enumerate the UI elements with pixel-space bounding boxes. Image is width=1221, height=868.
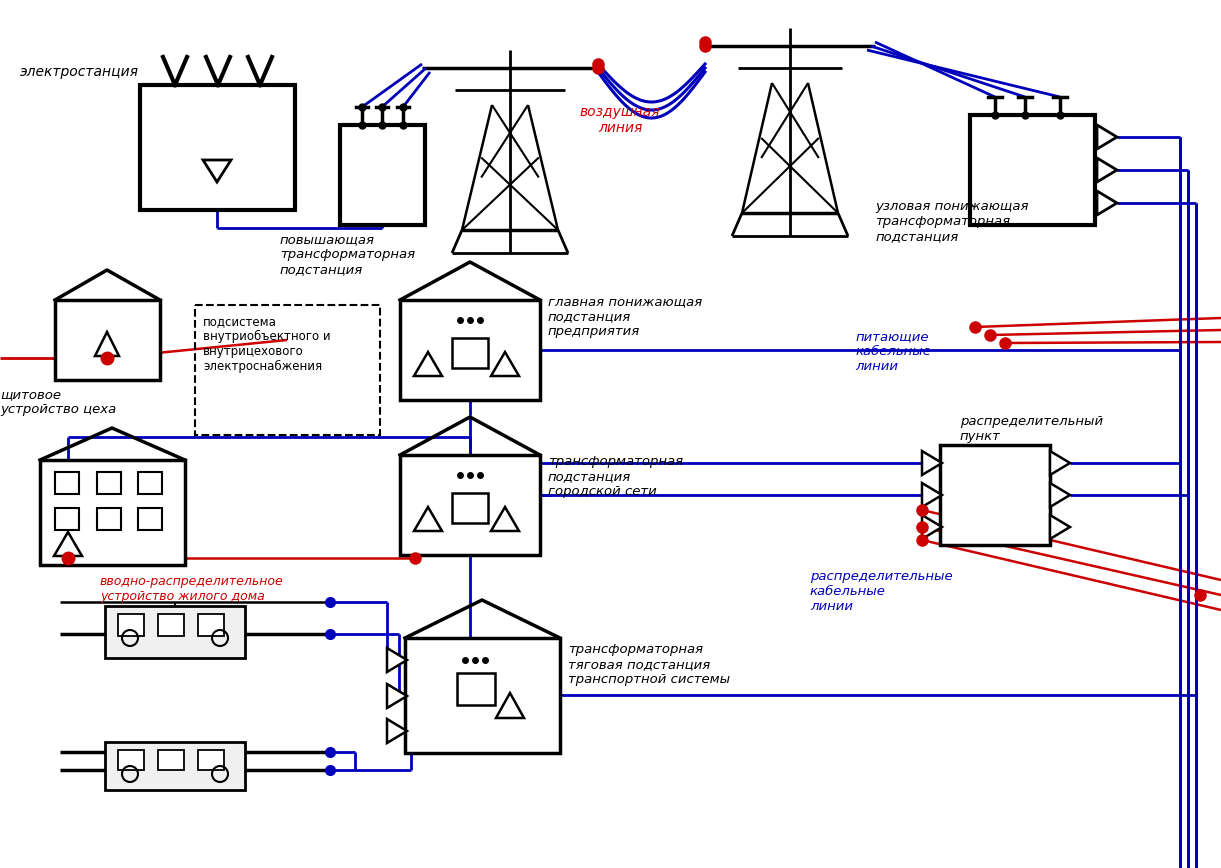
Bar	[405, 638, 560, 753]
Text: вводно-распределительное
устройство жилого дома: вводно-распределительное устройство жило…	[100, 575, 283, 603]
Bar	[400, 300, 540, 400]
Text: питающие
кабельные
линии: питающие кабельные линии	[855, 330, 930, 373]
Polygon shape	[922, 515, 941, 539]
Bar	[55, 300, 160, 380]
Polygon shape	[1096, 191, 1117, 215]
Bar	[55, 472, 79, 494]
Bar	[96, 508, 121, 530]
Bar	[96, 472, 121, 494]
Bar	[198, 614, 223, 636]
Polygon shape	[54, 532, 82, 556]
Bar	[158, 750, 184, 770]
Polygon shape	[922, 451, 941, 475]
Polygon shape	[922, 483, 941, 507]
Bar	[400, 455, 540, 555]
Bar	[969, 115, 1095, 225]
Polygon shape	[387, 719, 407, 743]
Bar	[195, 305, 380, 435]
Bar	[452, 338, 488, 368]
Polygon shape	[1050, 515, 1070, 539]
Text: воздушная
линия: воздушная линия	[580, 105, 661, 135]
Text: подсистема
внутриобъектного и
внутрицехового
электроснабжения: подсистема внутриобъектного и внутрицехо…	[203, 315, 331, 373]
Text: трансформаторная
тяговая подстанция
транспортной системы: трансформаторная тяговая подстанция тран…	[568, 643, 730, 686]
Bar	[940, 445, 1050, 545]
Polygon shape	[491, 352, 519, 376]
Text: трансформаторная
подстанция
городской сети: трансформаторная подстанция городской се…	[548, 455, 683, 498]
Text: распределительные
кабельные
линии: распределительные кабельные линии	[810, 570, 952, 613]
Text: узловая понижающая
трансформаторная
подстанция: узловая понижающая трансформаторная подс…	[875, 200, 1028, 243]
Polygon shape	[387, 648, 407, 672]
Bar	[40, 460, 186, 565]
Bar	[105, 606, 245, 658]
Bar	[339, 125, 425, 225]
Polygon shape	[387, 684, 407, 708]
Bar	[158, 614, 184, 636]
Bar	[118, 614, 144, 636]
Polygon shape	[414, 507, 442, 531]
Polygon shape	[1050, 451, 1070, 475]
Bar	[105, 742, 245, 790]
Polygon shape	[95, 332, 118, 356]
Text: щитовое
устройство цеха: щитовое устройство цеха	[0, 388, 116, 416]
Text: электростанция: электростанция	[20, 65, 139, 79]
Polygon shape	[1050, 483, 1070, 507]
Bar	[140, 85, 295, 210]
Bar	[55, 508, 79, 530]
Text: главная понижающая
подстанция
предприятия: главная понижающая подстанция предприяти…	[548, 295, 702, 338]
Bar	[452, 493, 488, 523]
Bar	[138, 508, 162, 530]
Polygon shape	[496, 693, 524, 718]
Polygon shape	[203, 160, 231, 182]
Bar	[118, 750, 144, 770]
Polygon shape	[414, 352, 442, 376]
Text: распределительный
пункт: распределительный пункт	[960, 415, 1103, 443]
Polygon shape	[491, 507, 519, 531]
Polygon shape	[1096, 125, 1117, 149]
Bar	[457, 673, 495, 705]
Bar	[138, 472, 162, 494]
Bar	[198, 750, 223, 770]
Polygon shape	[1096, 158, 1117, 182]
Text: повышающая
трансформаторная
подстанция: повышающая трансформаторная подстанция	[280, 233, 415, 276]
